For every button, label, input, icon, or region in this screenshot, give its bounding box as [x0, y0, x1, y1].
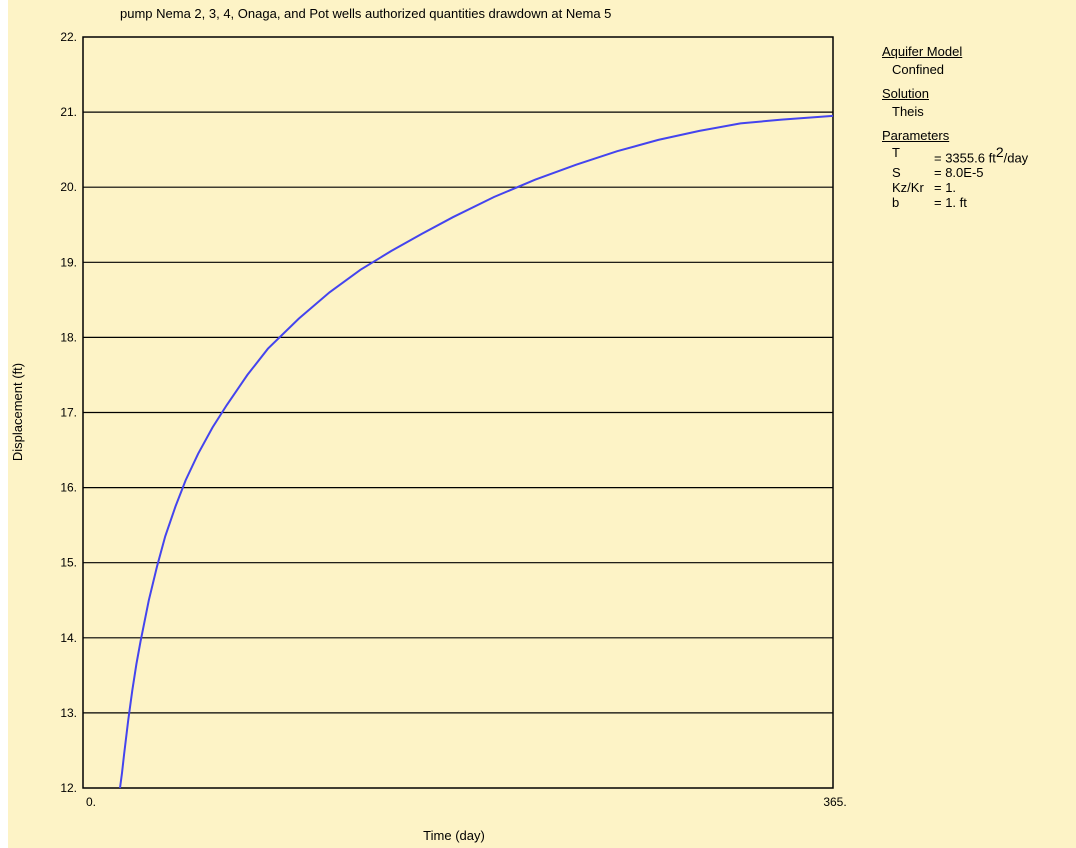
param-name: Kz/Kr: [892, 180, 924, 196]
parameters-list: T = 3355.6 ft2/day S = 8.0E-5 Kz/Kr = 1.…: [882, 144, 1076, 211]
drawdown-series-line: [119, 114, 834, 789]
param-row-t: T = 3355.6 ft2/day: [882, 144, 1076, 166]
chart-title: pump Nema 2, 3, 4, Onaga, and Pot wells …: [120, 6, 612, 21]
param-row-b: b = 1. ft: [882, 195, 1076, 210]
legend-panel: Aquifer Model Confined Solution Theis Pa…: [882, 44, 1076, 210]
y-tick-label: 22.: [60, 30, 77, 44]
y-tick-label: 18.: [60, 330, 77, 344]
x-tick-label: 0.: [86, 795, 96, 809]
y-tick-label: 21.: [60, 105, 77, 119]
x-tick-label: 365.: [823, 795, 846, 809]
param-row-kzkr: Kz/Kr = 1.: [882, 180, 1076, 195]
param-row-s: S = 8.0E-5: [882, 165, 1076, 180]
parameters-heading: Parameters: [882, 128, 950, 143]
param-value: = 1. ft: [934, 195, 967, 211]
param-name: T: [892, 145, 900, 160]
y-axis-label: Displacement (ft): [10, 363, 25, 461]
aquifer-model-heading: Aquifer Model: [882, 44, 963, 59]
y-tick-label: 17.: [60, 406, 77, 420]
x-tick-labels: 0. 365.: [86, 795, 847, 809]
param-value: = 1.: [934, 180, 957, 196]
grid-lines: [83, 111, 833, 714]
y-tick-label: 12.: [60, 781, 77, 795]
y-tick-label: 19.: [60, 255, 77, 269]
param-value: = 8.0E-5: [934, 165, 984, 181]
x-axis-label: Time (day): [423, 828, 485, 843]
solution-heading: Solution: [882, 86, 929, 101]
param-name: b: [892, 195, 900, 211]
solution-value: Theis: [892, 104, 924, 119]
param-value: = 3355.6 ft2/day: [934, 144, 1029, 166]
y-tick-label: 20.: [60, 180, 77, 194]
aquifer-model-value: Confined: [892, 62, 945, 77]
y-tick-label: 16.: [60, 481, 77, 495]
y-tick-label: 13.: [60, 706, 77, 720]
y-tick-label: 14.: [60, 631, 77, 645]
y-tick-labels: 12. 13. 14. 15. 16. 17. 18. 19. 20. 21. 22.: [60, 30, 77, 795]
y-tick-label: 15.: [60, 556, 77, 570]
param-name: S: [892, 165, 901, 181]
